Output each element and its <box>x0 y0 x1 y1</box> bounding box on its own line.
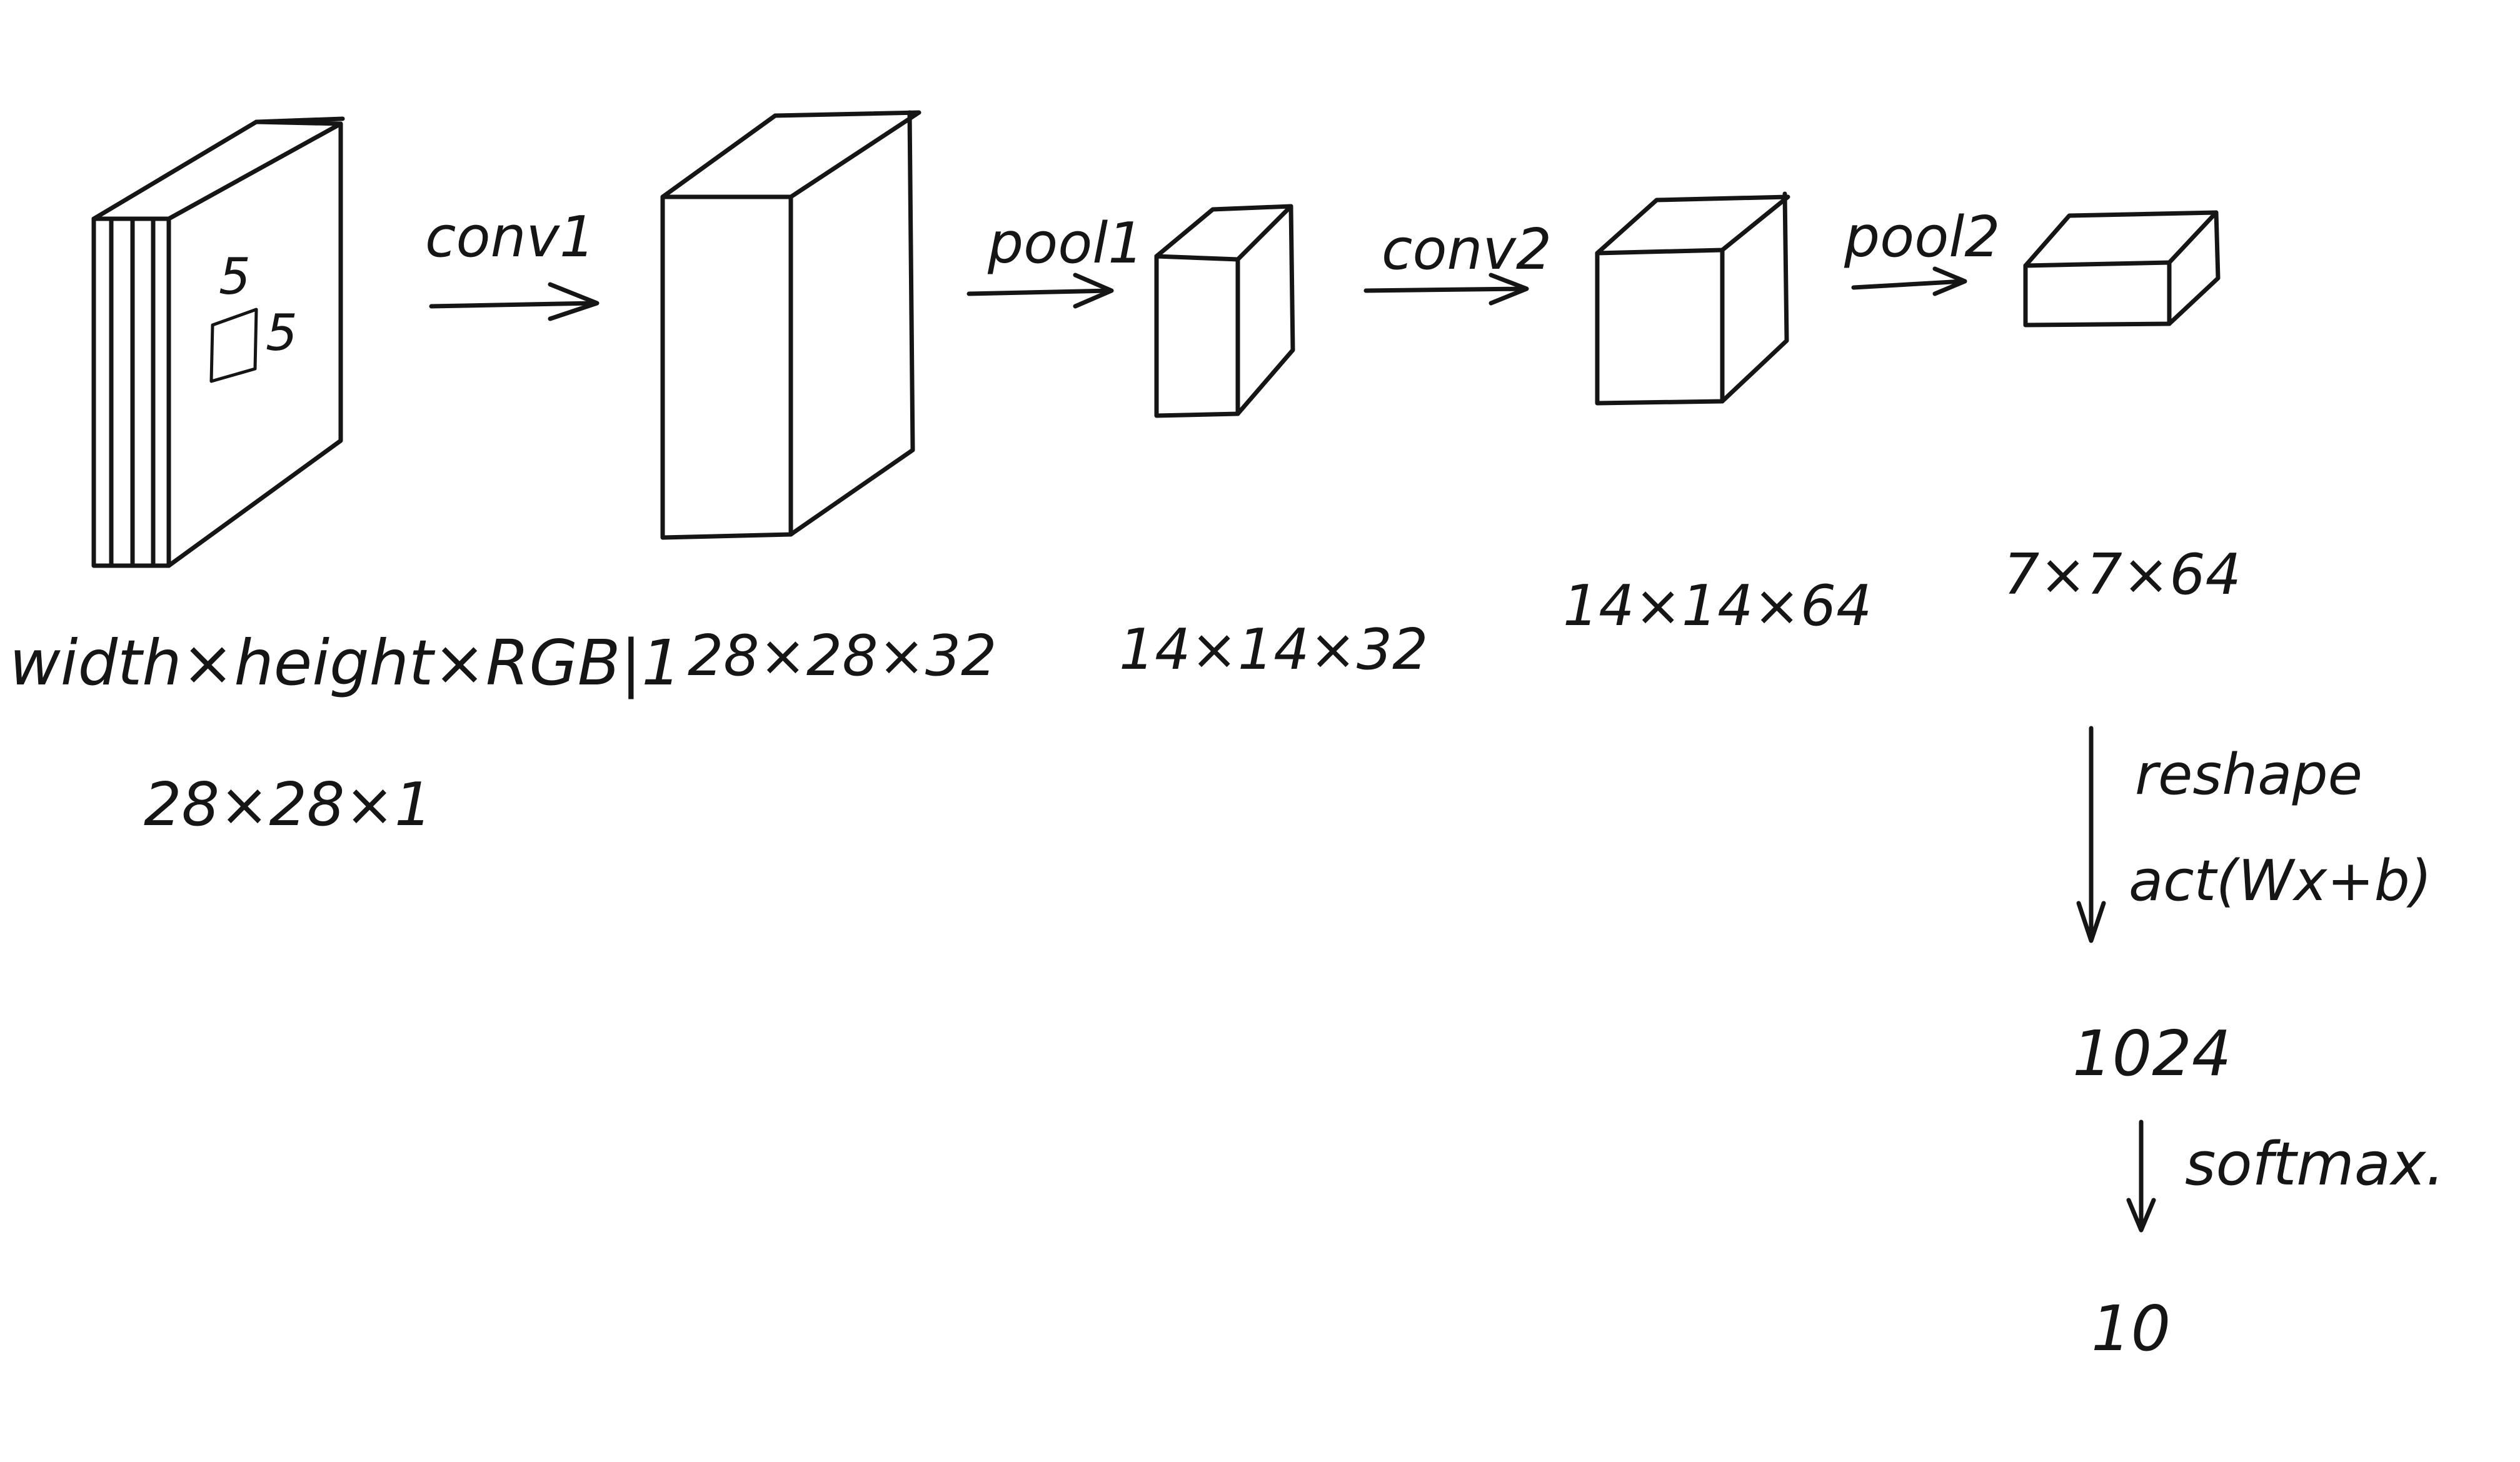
conv1-arrow <box>429 282 600 321</box>
conv2-output-dims: 14×14×64 <box>1563 573 1872 639</box>
kernel-height-label: 5 <box>219 248 251 306</box>
fc-output-dims: 1024 <box>2072 1017 2232 1090</box>
softmax-label: softmax. <box>2185 1130 2445 1199</box>
pool2-output-volume <box>2023 210 2221 328</box>
conv1-output-dims: 28×28×32 <box>688 623 996 689</box>
pool1-arrow <box>966 273 1114 309</box>
reshape-arrow <box>2076 726 2106 943</box>
conv1-label: conv1 <box>425 204 595 270</box>
input-dims-label: width×height×RGB|1 <box>9 626 681 699</box>
conv2-arrow <box>1363 273 1529 306</box>
pool2-output-dims: 7×7×64 <box>2004 542 2241 608</box>
conv2-output-volume <box>1595 191 1790 406</box>
reshape-label: reshape <box>2135 742 2362 808</box>
pool2-label: pool2 <box>1844 204 2000 270</box>
pool1-output-volume <box>1154 204 1295 418</box>
activation-label: act(Wx+b) <box>2129 848 2432 914</box>
pool1-label: pool1 <box>987 211 1144 276</box>
input-volume <box>91 116 345 568</box>
conv2-label: conv2 <box>1382 217 1552 283</box>
pool1-output-dims: 14×14×32 <box>1119 617 1428 683</box>
conv1-output-volume <box>660 110 921 540</box>
final-output-dims: 10 <box>2091 1292 2171 1365</box>
kernel-window <box>209 308 258 383</box>
input-size-label: 28×28×1 <box>144 771 432 839</box>
softmax-arrow <box>2126 1119 2156 1233</box>
kernel-width-label: 5 <box>266 304 298 362</box>
pool2-arrow <box>1851 266 1967 296</box>
